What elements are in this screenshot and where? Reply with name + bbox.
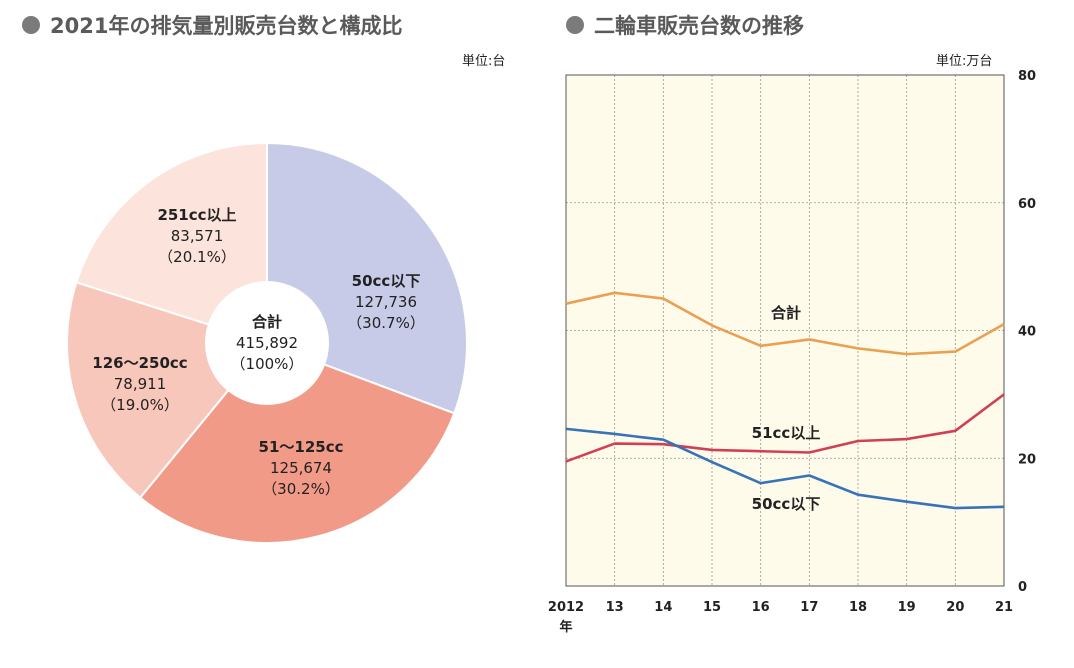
pie-slice-value-2: 78,911 (114, 375, 167, 393)
line-ytick-label-2: 40 (1018, 325, 1036, 340)
line-xtick-label-1: 13 (606, 600, 624, 615)
line-xtick-year-suffix: 年 (559, 619, 572, 635)
line-xtick-label-0: 2012 (548, 600, 584, 615)
pie-chart-title-text: 2021年の排気量別販売台数と構成比 (50, 14, 403, 38)
pie-slice-name-0: 50cc以下 (352, 272, 421, 290)
line-xtick-label-3: 15 (703, 600, 721, 615)
pie-slice-name-3: 251cc以上 (157, 206, 236, 224)
bullet-dot-icon (22, 16, 40, 34)
pie-slice-name-1: 51～125cc (259, 438, 344, 456)
pie-slice-pct-3: （20.1%） (158, 248, 236, 266)
pie-slice-value-1: 125,674 (270, 459, 332, 477)
pie-slice-3 (75, 141, 268, 345)
line-xtick-label-9: 21 (995, 600, 1013, 615)
line-plot-frame (565, 74, 1005, 587)
line-ytick-label-4: 80 (1018, 69, 1036, 84)
pie-slice-pct-2: （19.0%） (101, 396, 179, 414)
line-xtick-label-8: 20 (946, 600, 964, 615)
pie-chart-title: 2021年の排気量別販売台数と構成比 (22, 10, 402, 40)
pie-slice-1 (138, 341, 456, 544)
line-unit-label: 単位:万台 (936, 54, 993, 69)
line-ytick-label-0: 0 (1018, 580, 1027, 595)
line-series-label-0: 合計 (770, 304, 801, 322)
line-series-2 (565, 427, 1005, 510)
line-series-label-1: 51cc以上 (752, 424, 821, 442)
line-xtick-label-6: 18 (849, 600, 867, 615)
pie-slice-value-0: 127,736 (355, 293, 417, 311)
bullet-dot-icon (566, 16, 584, 34)
pie-total-pct: （100%） (231, 355, 304, 373)
pie-slice-pct-0: （30.7%） (347, 314, 425, 332)
pie-total-value: 415,892 (236, 334, 298, 352)
pie-total-label: 合計 (251, 313, 282, 331)
line-xtick-label-7: 19 (898, 600, 916, 615)
line-xtick-label-5: 17 (800, 600, 818, 615)
line-chart-title-text: 二輪車販売台数の推移 (594, 14, 804, 38)
line-series-1 (565, 393, 1005, 463)
line-xtick-label-2: 14 (654, 600, 672, 615)
pie-center-hole (205, 281, 329, 405)
line-series-0 (565, 291, 1005, 356)
line-ytick-label-3: 60 (1018, 197, 1036, 212)
line-xtick-label-4: 16 (752, 600, 770, 615)
pie-slice-name-2: 126～250cc (92, 354, 187, 372)
line-series-label-2: 50cc以下 (752, 495, 821, 513)
pie-unit-label: 単位:台 (462, 54, 506, 69)
pie-slice-value-3: 83,571 (171, 227, 224, 245)
line-chart-title: 二輪車販売台数の推移 (566, 10, 804, 40)
pie-slice-pct-1: （30.2%） (262, 480, 340, 498)
line-ytick-label-1: 20 (1018, 452, 1036, 467)
